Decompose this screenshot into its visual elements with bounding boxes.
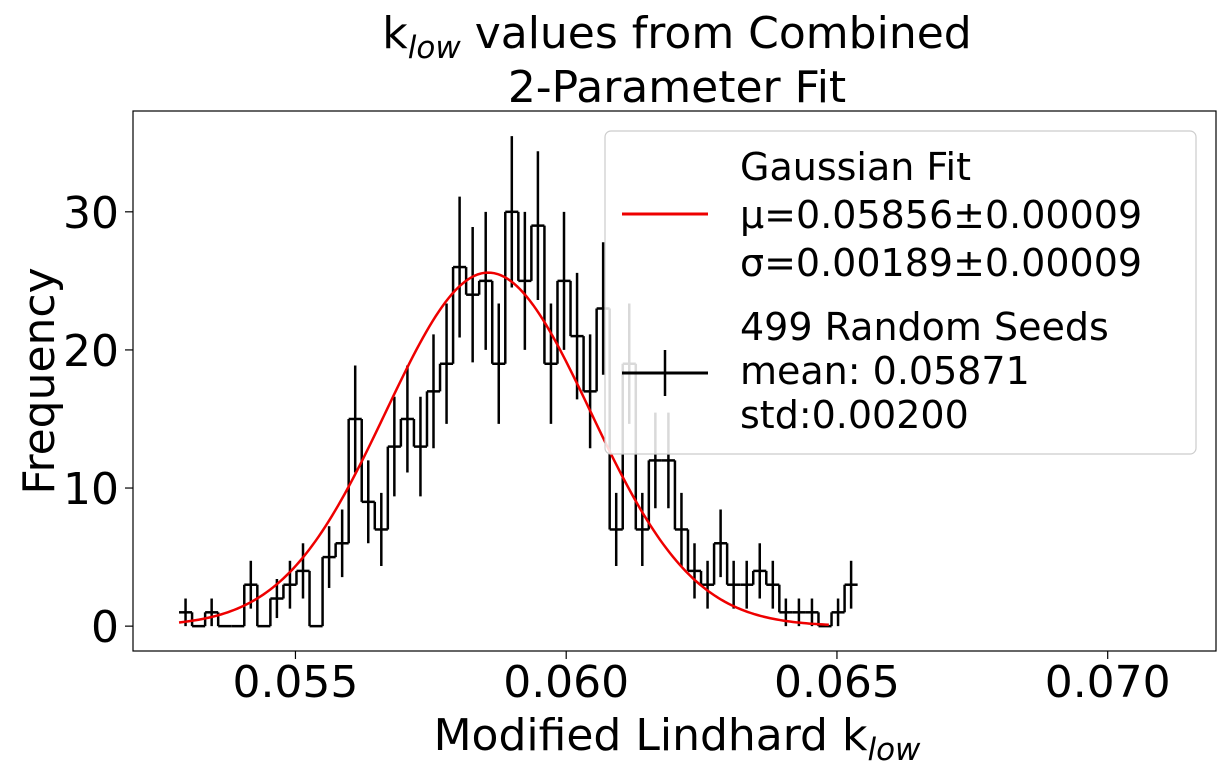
- x-tick-label: 0.055: [232, 657, 358, 708]
- axes-frame: [132, 110, 1217, 652]
- y-tick-label: 10: [63, 464, 119, 515]
- legend: Gaussian Fit μ=0.05856±0.00009 σ=0.00189…: [604, 130, 1197, 455]
- x-axis-label: Modified Lindhard klow: [434, 710, 921, 768]
- y-axis-ticks: 0 10 20 30: [63, 188, 133, 653]
- legend-fit-sigma: σ=0.00189±0.00009: [740, 241, 1142, 285]
- y-tick-label: 30: [63, 188, 119, 239]
- legend-histogram-label: 499 Random Seeds: [740, 305, 1109, 349]
- legend-fit-label: Gaussian Fit: [740, 145, 971, 189]
- x-tick-label: 0.060: [503, 657, 629, 708]
- legend-box: [604, 130, 1197, 455]
- error-bar-layer: [184, 136, 853, 627]
- x-tick-label: 0.065: [774, 657, 900, 708]
- y-tick-label: 20: [63, 326, 119, 377]
- y-axis-label: Frequency: [14, 267, 65, 494]
- x-axis-ticks: 0.055 0.060 0.065 0.070: [232, 651, 1171, 708]
- plot-area: [178, 136, 858, 628]
- y-tick-label: 0: [91, 602, 119, 653]
- chart-title-line-1: klow values from Combined: [382, 8, 971, 66]
- legend-fit-mu: μ=0.05856±0.00009: [740, 193, 1142, 237]
- legend-histogram-mean: mean: 0.05871: [740, 349, 1030, 393]
- legend-histogram-std: std:0.00200: [740, 393, 969, 437]
- gaussian-fit-line: [178, 271, 829, 626]
- x-tick-label: 0.070: [1045, 657, 1171, 708]
- chart-title-line-2: 2-Parameter Fit: [508, 62, 846, 113]
